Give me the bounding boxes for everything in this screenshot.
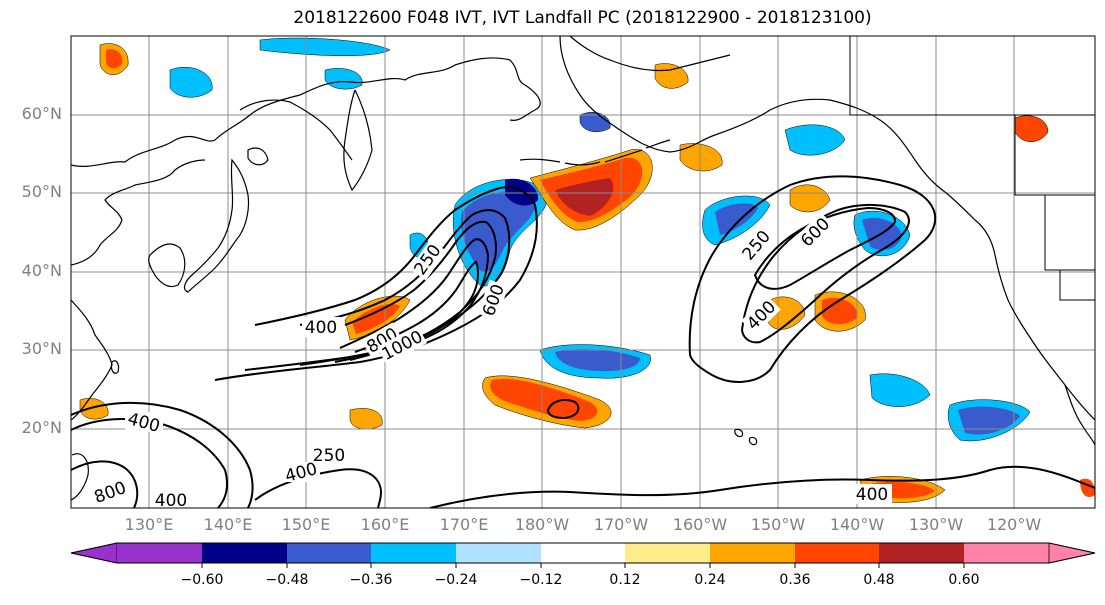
lat-label-50n: 50°N bbox=[21, 182, 62, 201]
japan-coastline bbox=[183, 147, 269, 293]
contour-400-south bbox=[429, 465, 1095, 508]
colorbar-bin bbox=[371, 543, 456, 563]
lon-label: 160°E bbox=[360, 515, 410, 534]
colorbar-outline bbox=[70, 542, 1096, 564]
lat-label-30n: 30°N bbox=[21, 339, 62, 358]
contour-250-west bbox=[71, 401, 254, 508]
asia-coastline bbox=[71, 57, 541, 266]
colorbar-bin bbox=[541, 543, 625, 563]
lat-label-60n: 60°N bbox=[21, 104, 62, 123]
contour-400-west bbox=[71, 417, 228, 508]
lon-label: 120°W bbox=[986, 515, 1042, 534]
colorbar-tick-label: −0.12 bbox=[519, 572, 563, 588]
contour-600-east bbox=[753, 206, 897, 290]
shading-patch-east-blue bbox=[702, 124, 1031, 442]
contour-400-east bbox=[740, 203, 910, 344]
alaska-coastline bbox=[559, 36, 946, 193]
colorbar-bin bbox=[202, 543, 287, 563]
colorbar-tick-label: −0.36 bbox=[349, 572, 393, 588]
colorbar-bin bbox=[795, 543, 879, 563]
kamchatka-coastline bbox=[343, 89, 373, 192]
lon-label: 150°E bbox=[281, 515, 331, 534]
lon-label: 150°W bbox=[750, 515, 806, 534]
shading-patch-subtropical-blue bbox=[539, 344, 651, 379]
lon-label: 130°W bbox=[908, 515, 964, 534]
lon-label: 160°W bbox=[672, 515, 728, 534]
shading-patch-aleutian-red bbox=[529, 149, 653, 231]
coastlines bbox=[71, 36, 1095, 501]
colorbar-bin bbox=[1048, 542, 1096, 564]
contour-800-west bbox=[71, 460, 139, 508]
philippines-coastline bbox=[71, 453, 89, 501]
aleutian-islands bbox=[519, 139, 671, 166]
colorbar-bin bbox=[710, 543, 795, 563]
contour-1000-central bbox=[349, 260, 479, 361]
baja-coastline bbox=[1064, 384, 1095, 446]
colorbar-bin bbox=[456, 543, 541, 563]
colorbar-tick-label: 0.60 bbox=[948, 572, 980, 588]
contour-400-subtropic bbox=[546, 399, 580, 420]
borders bbox=[849, 36, 1095, 301]
okhotsk-coastline bbox=[239, 99, 353, 161]
contour-400-west2 bbox=[254, 468, 382, 508]
colorbar-bin bbox=[287, 543, 371, 563]
shading-patch-jet-blue bbox=[452, 178, 547, 287]
shading-patch-subtropical-red bbox=[482, 375, 612, 429]
shading-layer bbox=[79, 37, 1095, 503]
korea-coastline bbox=[148, 243, 186, 288]
contour-label: 400 bbox=[856, 485, 888, 505]
colorbar-tick-label: 0.12 bbox=[609, 572, 641, 588]
contour-label: 400 bbox=[305, 318, 337, 338]
figure-title: 2018122600 F048 IVT, IVT Landfall PC (20… bbox=[293, 8, 872, 28]
lon-label: 140°W bbox=[829, 515, 885, 534]
taiwan-coastline bbox=[110, 360, 120, 374]
colorbar-tick-label: −0.24 bbox=[434, 572, 478, 588]
contour-250-east bbox=[688, 175, 937, 383]
colorbar-bin bbox=[625, 543, 710, 563]
colorbar bbox=[70, 542, 1096, 568]
contour-250-central bbox=[214, 186, 538, 381]
lon-label: 170°W bbox=[593, 515, 649, 534]
colorbar-tick-label: 0.36 bbox=[779, 572, 811, 588]
lon-label: 140°E bbox=[203, 515, 253, 534]
colorbar-bin bbox=[117, 543, 202, 563]
lat-label-40n: 40°N bbox=[21, 261, 62, 280]
colorbar-tick-label: 0.48 bbox=[863, 572, 895, 588]
lon-label: 130°E bbox=[124, 515, 174, 534]
hawaii-islands bbox=[734, 428, 758, 446]
colorbar-bin bbox=[964, 543, 1049, 563]
map-frame bbox=[70, 35, 1096, 509]
colorbar-tick-label: −0.60 bbox=[180, 572, 224, 588]
lon-label: 170°E bbox=[439, 515, 489, 534]
lat-label-20n: 20°N bbox=[21, 418, 62, 437]
colorbar-tick-label: −0.48 bbox=[265, 572, 309, 588]
shading-patch-west bbox=[79, 37, 723, 430]
colorbar-tick-label: 0.24 bbox=[694, 572, 726, 588]
lon-label: 180°W bbox=[514, 515, 570, 534]
contour-label: 250 bbox=[313, 446, 345, 466]
contour-label: 400 bbox=[155, 491, 187, 511]
colorbar-bin bbox=[70, 542, 118, 564]
gridlines bbox=[71, 36, 1095, 508]
colorbar-bin bbox=[879, 543, 964, 563]
